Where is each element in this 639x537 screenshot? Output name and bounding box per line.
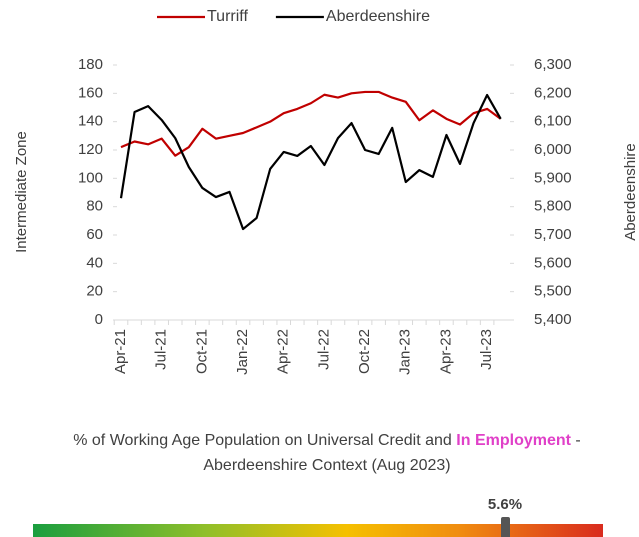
x-tick-label: Apr-22 [275, 329, 292, 374]
y2-tick-label: 6,300 [534, 56, 572, 73]
x-tick-label: Oct-22 [356, 329, 373, 374]
legend-label: Aberdeenshire [326, 8, 430, 25]
x-tick-label: Jan-23 [397, 329, 414, 375]
y-tick-label: 160 [78, 84, 103, 101]
x-tick-label: Oct-21 [193, 329, 210, 374]
series-line [120, 90, 502, 157]
y-tick-label: 20 [86, 283, 103, 300]
title-part: - Aberdeenshire Context (Aug 2023) [203, 432, 581, 474]
y-axis-label: Intermediate Zone [13, 131, 30, 253]
y2-tick-label: 5,900 [534, 169, 572, 186]
y-tick-label: 140 [78, 113, 103, 130]
y-tick-label: 40 [86, 254, 103, 271]
legend-label: Turriff [207, 8, 248, 25]
y2-tick-label: 5,400 [534, 311, 572, 328]
y2-tick-label: 5,700 [534, 226, 572, 243]
y-tick-label: 100 [78, 169, 103, 186]
y-tick-label: 60 [86, 226, 103, 243]
y-tick-label: 0 [95, 311, 103, 328]
y-tick-label: 180 [78, 56, 103, 73]
x-tick-label: Jul-21 [153, 329, 170, 370]
y2-axis-label: Aberdeenshire [622, 143, 639, 241]
indicator-label: 5.6% [487, 496, 523, 513]
chart: Intermediate Zone Aberdeenshire 0 20 40 60 8… [13, 8, 639, 375]
y-tick-label: 120 [78, 141, 103, 158]
x-tick-label: Jan-22 [234, 329, 251, 375]
y-tick-label: 80 [86, 198, 103, 215]
context-title: % of Working Age Population on Universal… [62, 428, 592, 478]
x-tick-label: Jul-22 [315, 329, 332, 370]
y2-tick-label: 5,800 [534, 198, 572, 215]
title-part: % of Working Age Population on Universal… [73, 432, 452, 449]
title-highlight: In Employment [456, 432, 571, 449]
y2-tick-label: 5,500 [534, 283, 572, 300]
gradient-scale [33, 524, 603, 537]
indicator-marker [501, 517, 510, 537]
y2-tick-label: 6,000 [534, 141, 572, 158]
y2-tick-label: 6,200 [534, 84, 572, 101]
y2-tick-label: 6,100 [534, 113, 572, 130]
x-tick-label: Jul-23 [478, 329, 495, 370]
x-tick-label: Apr-23 [437, 329, 454, 374]
x-tick-label: Apr-21 [112, 329, 129, 374]
y2-tick-label: 5,600 [534, 254, 572, 271]
series-line [119, 93, 502, 231]
